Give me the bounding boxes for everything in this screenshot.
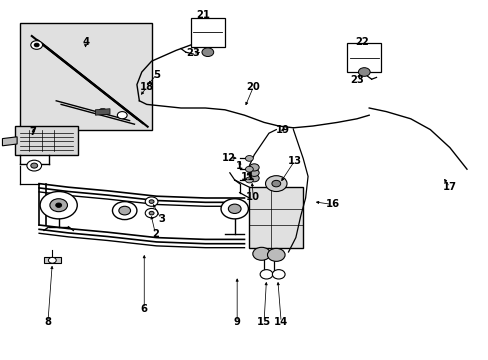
Text: 14: 14: [273, 317, 288, 327]
Circle shape: [245, 166, 253, 172]
Circle shape: [40, 192, 77, 219]
FancyBboxPatch shape: [15, 126, 78, 155]
Circle shape: [145, 208, 158, 218]
Circle shape: [27, 160, 41, 171]
Polygon shape: [346, 43, 381, 72]
Text: 11: 11: [241, 172, 255, 182]
Circle shape: [252, 247, 270, 260]
Circle shape: [272, 270, 285, 279]
Circle shape: [50, 199, 67, 212]
Circle shape: [249, 169, 259, 176]
Polygon shape: [249, 187, 303, 248]
Circle shape: [245, 177, 253, 183]
Text: 9: 9: [233, 317, 240, 327]
Circle shape: [145, 197, 158, 206]
Polygon shape: [2, 137, 17, 146]
Circle shape: [228, 204, 241, 213]
Circle shape: [249, 164, 259, 171]
Circle shape: [267, 248, 285, 261]
Circle shape: [112, 202, 137, 220]
Circle shape: [31, 163, 38, 168]
Text: 12: 12: [222, 153, 235, 163]
Text: 15: 15: [257, 317, 270, 327]
Text: 1: 1: [236, 161, 243, 171]
Polygon shape: [20, 23, 151, 130]
Circle shape: [56, 203, 61, 207]
Circle shape: [358, 68, 369, 76]
Text: 18: 18: [140, 82, 153, 92]
Text: 5: 5: [153, 69, 160, 80]
Circle shape: [99, 108, 106, 114]
Polygon shape: [44, 257, 61, 263]
Circle shape: [249, 175, 259, 182]
Circle shape: [119, 206, 130, 215]
Circle shape: [245, 156, 253, 161]
Text: 7: 7: [30, 127, 37, 138]
Circle shape: [48, 257, 56, 263]
Text: 8: 8: [44, 317, 51, 327]
Text: 17: 17: [442, 182, 456, 192]
Circle shape: [149, 200, 154, 203]
Circle shape: [265, 176, 286, 192]
Text: 19: 19: [275, 125, 289, 135]
Text: 21: 21: [196, 10, 209, 20]
Text: 23: 23: [349, 75, 363, 85]
Text: 16: 16: [325, 199, 339, 210]
Circle shape: [149, 211, 154, 215]
Circle shape: [117, 112, 127, 119]
Polygon shape: [190, 18, 224, 47]
Circle shape: [271, 180, 280, 187]
Text: 4: 4: [82, 37, 89, 48]
Circle shape: [202, 48, 213, 57]
Circle shape: [260, 270, 272, 279]
Text: 2: 2: [152, 229, 159, 239]
Text: 23: 23: [185, 48, 199, 58]
Polygon shape: [95, 109, 110, 115]
Circle shape: [31, 41, 42, 49]
Text: 6: 6: [141, 304, 147, 314]
Text: 22: 22: [354, 37, 368, 48]
Text: 13: 13: [287, 156, 301, 166]
Text: 10: 10: [246, 192, 260, 202]
Circle shape: [221, 199, 248, 219]
Text: 20: 20: [246, 82, 260, 92]
Circle shape: [34, 43, 39, 47]
Text: 3: 3: [158, 214, 164, 224]
